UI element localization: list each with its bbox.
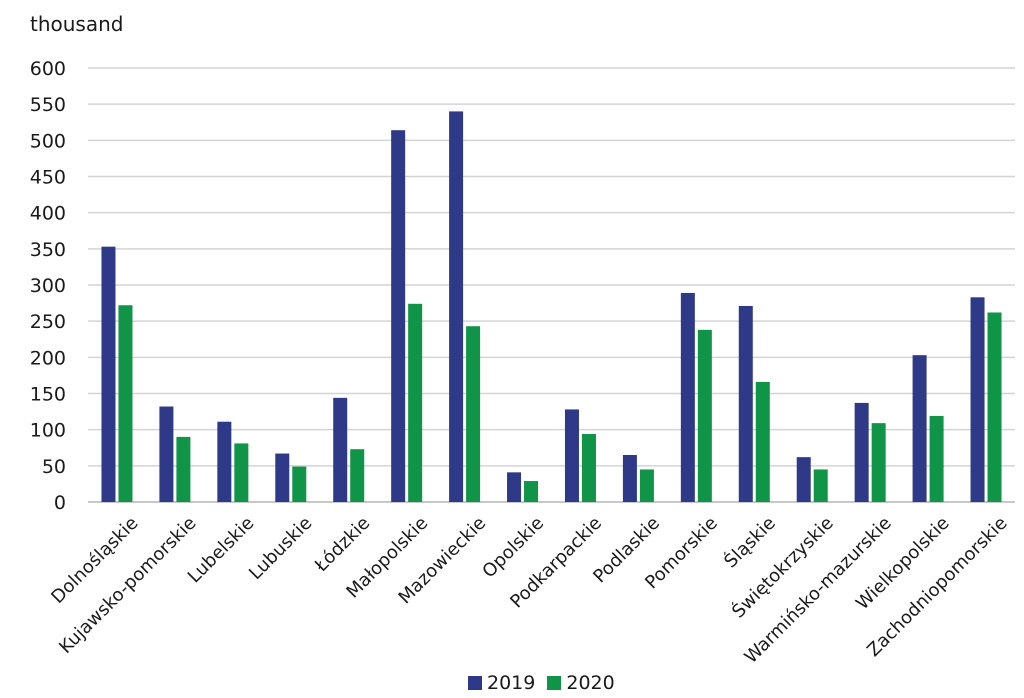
bar-2020-4 — [350, 449, 364, 502]
bar-2019-2 — [217, 422, 231, 502]
bar-2020-9 — [640, 469, 654, 502]
bar-2020-1 — [176, 437, 190, 502]
bar-2020-11 — [756, 382, 770, 502]
legend-swatch-2020 — [547, 676, 561, 690]
bar-2019-8 — [565, 409, 579, 502]
bar-2019-15 — [971, 297, 985, 502]
legend-item-2020: 2020 — [547, 672, 614, 694]
y-tick-label: 250 — [30, 311, 66, 333]
bar-2020-5 — [408, 304, 422, 502]
bar-2019-13 — [855, 403, 869, 502]
bar-2019-0 — [101, 247, 115, 502]
bar-2020-12 — [814, 469, 828, 502]
bar-2020-14 — [930, 416, 944, 502]
category-label: Świętokrzyskie — [727, 512, 837, 622]
y-tick-labels: 0 50 100 150 200 250 300 350 400 450 500 550 600 — [30, 58, 66, 514]
bars — [101, 111, 1001, 502]
category-labels: DolnośląskieKujawsko-pomorskieLubelskieL… — [47, 512, 1011, 668]
legend-label-2019: 2019 — [487, 672, 535, 694]
bar-2019-5 — [391, 130, 405, 502]
bar-2020-15 — [988, 312, 1002, 502]
bar-2019-10 — [681, 293, 695, 502]
bar-2019-1 — [159, 407, 173, 502]
bar-2019-4 — [333, 398, 347, 502]
category-label: Lubuskie — [245, 513, 316, 584]
y-tick-label: 150 — [30, 384, 66, 406]
bar-2020-2 — [234, 443, 248, 502]
legend-swatch-2019 — [468, 676, 482, 690]
bar-2019-6 — [449, 111, 463, 502]
bar-2019-12 — [797, 457, 811, 502]
bar-2019-7 — [507, 472, 521, 502]
bar-2019-3 — [275, 454, 289, 502]
bar-2020-8 — [582, 434, 596, 502]
y-tick-label: 500 — [30, 130, 66, 152]
y-tick-label: 50 — [42, 456, 66, 478]
y-tick-label: 550 — [30, 94, 66, 116]
y-tick-label: 100 — [30, 420, 66, 442]
category-label: Śląskie — [719, 512, 779, 572]
y-tick-label: 450 — [30, 167, 66, 189]
y-tick-label: 0 — [54, 492, 66, 514]
bar-2020-6 — [466, 326, 480, 502]
y-tick-label: 600 — [30, 58, 66, 80]
y-tick-label: 350 — [30, 239, 66, 261]
legend-item-2019: 2019 — [468, 672, 535, 694]
bar-2019-14 — [913, 355, 927, 502]
legend: 2019 2020 — [468, 672, 627, 694]
bar-2020-13 — [872, 423, 886, 502]
bar-2019-9 — [623, 455, 637, 502]
bar-2020-3 — [292, 467, 306, 502]
bar-2020-0 — [118, 305, 132, 502]
y-tick-label: 200 — [30, 347, 66, 369]
y-tick-label: 300 — [30, 275, 66, 297]
bar-2020-10 — [698, 330, 712, 502]
bar-2019-11 — [739, 306, 753, 502]
legend-label-2020: 2020 — [566, 672, 614, 694]
bar-2020-7 — [524, 481, 538, 502]
y-tick-label: 400 — [30, 203, 66, 225]
